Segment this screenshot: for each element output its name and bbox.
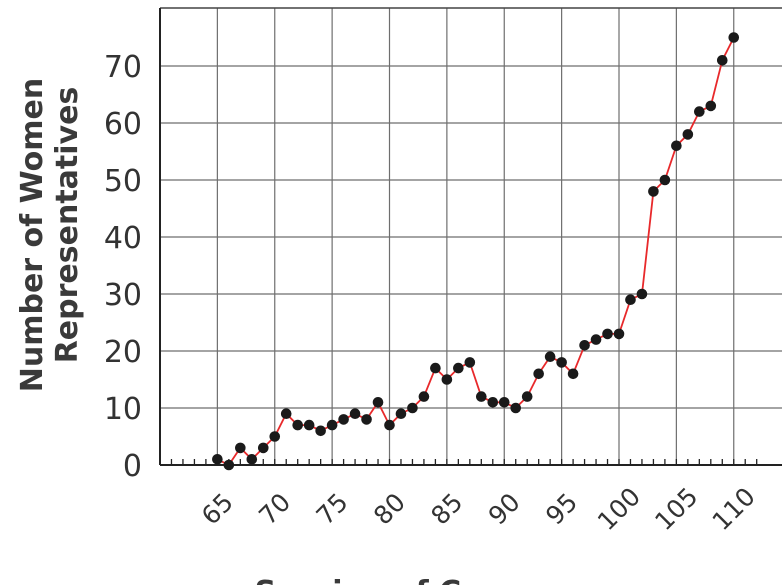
data-point xyxy=(671,140,682,152)
y-tick-label: 40 xyxy=(104,221,142,256)
data-point xyxy=(636,288,648,300)
y-tick-label: 30 xyxy=(104,278,142,313)
data-point xyxy=(590,334,602,345)
data-point xyxy=(292,419,304,431)
data-point xyxy=(579,340,590,351)
x-tick-label: 80 xyxy=(368,487,411,530)
y-tick-label: 70 xyxy=(104,50,142,85)
data-point xyxy=(326,419,338,431)
data-point xyxy=(613,328,625,340)
y-axis-label-line-2: Representatives xyxy=(50,87,85,364)
data-point xyxy=(212,454,223,465)
data-point xyxy=(235,442,246,454)
data-point xyxy=(648,186,659,197)
data-point xyxy=(441,374,453,385)
x-tick-label: 100 xyxy=(592,482,646,536)
data-point xyxy=(453,362,464,374)
data-point xyxy=(303,419,315,431)
data-point xyxy=(361,414,372,425)
data-point xyxy=(280,408,292,420)
data-point xyxy=(464,357,476,368)
data-point xyxy=(521,391,533,402)
x-tick-label: 105 xyxy=(649,482,703,536)
data-point xyxy=(682,129,694,140)
data-point xyxy=(246,454,258,465)
x-tick-label: 70 xyxy=(253,487,296,530)
data-point xyxy=(544,351,556,363)
data-point xyxy=(315,425,326,437)
y-tick-label: 10 xyxy=(104,392,142,427)
data-point xyxy=(384,419,395,431)
x-tick-label: 95 xyxy=(540,487,583,530)
y-tick-label: 50 xyxy=(104,164,142,199)
data-point xyxy=(430,362,441,374)
grid xyxy=(160,8,782,465)
data-point xyxy=(269,431,281,442)
data-point xyxy=(694,106,705,117)
data-point xyxy=(716,55,728,66)
data-point xyxy=(728,32,740,43)
x-tick-label: 75 xyxy=(311,487,354,530)
data-point xyxy=(476,391,487,402)
data-point xyxy=(705,100,717,112)
data-point xyxy=(372,397,384,408)
data-point xyxy=(349,408,361,420)
data-point xyxy=(498,397,510,408)
data-point xyxy=(395,408,407,420)
data-point xyxy=(556,357,567,368)
data-point xyxy=(487,397,499,408)
data-point xyxy=(625,294,636,306)
data-point xyxy=(223,459,235,471)
data-point xyxy=(602,328,613,340)
data-point xyxy=(659,174,671,186)
axes xyxy=(159,7,782,466)
data-point xyxy=(257,442,269,454)
data-series xyxy=(212,32,740,471)
y-tick-label: 60 xyxy=(104,107,142,142)
y-tick-label: 20 xyxy=(104,335,142,370)
data-point xyxy=(567,368,579,380)
series-line xyxy=(216,37,735,466)
data-point xyxy=(407,402,418,414)
data-point xyxy=(338,414,349,425)
x-tick-label: 85 xyxy=(425,487,468,530)
y-axis-label-line-1: Number of Women xyxy=(15,78,50,393)
x-tick-label: 65 xyxy=(196,487,239,530)
data-point xyxy=(533,368,544,380)
data-point xyxy=(418,391,430,402)
x-tick-label: 90 xyxy=(483,487,526,530)
x-tick-label: 110 xyxy=(707,482,761,536)
x-axis-label: Session of Congress xyxy=(255,575,596,585)
y-tick-label: 0 xyxy=(123,449,142,484)
data-point xyxy=(510,402,522,414)
